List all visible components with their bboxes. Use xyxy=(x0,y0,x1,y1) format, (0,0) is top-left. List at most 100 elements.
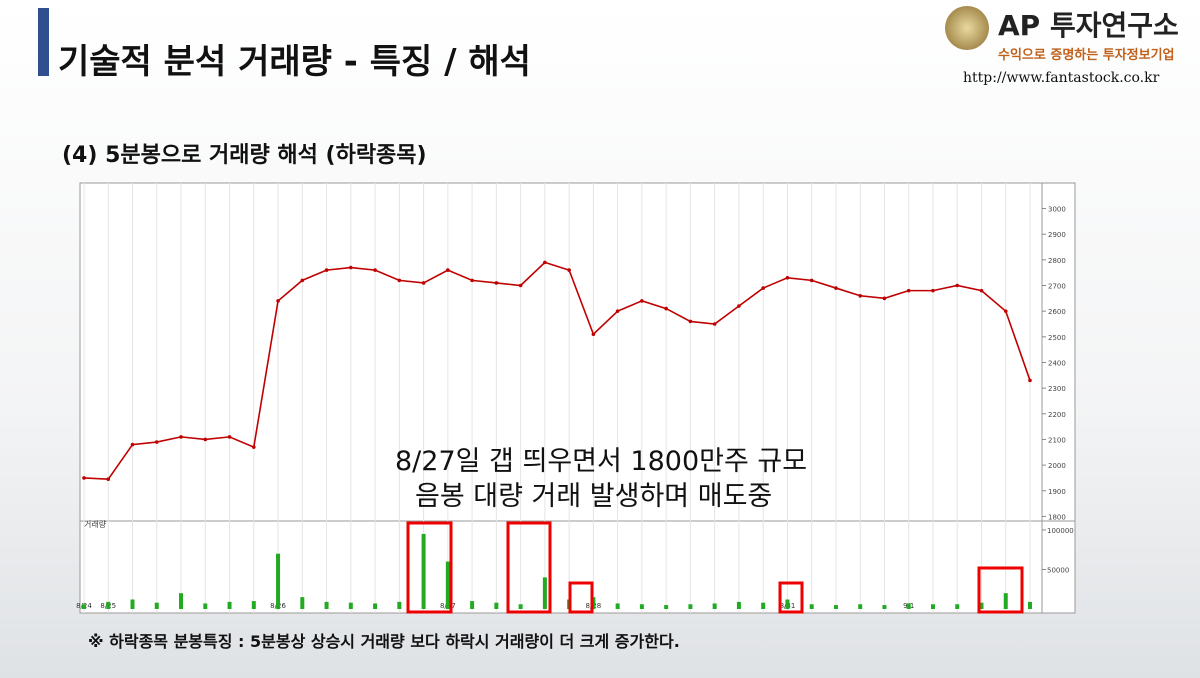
volume-bar xyxy=(615,603,620,609)
y-tick-label: 1800 xyxy=(1048,513,1066,521)
volume-bar xyxy=(906,603,911,609)
price-point xyxy=(737,304,741,308)
price-point xyxy=(154,440,159,444)
highlight-box xyxy=(778,581,804,614)
volume-bar xyxy=(251,601,256,609)
volume-bar xyxy=(130,599,135,609)
price-point xyxy=(858,293,863,298)
volume-bar xyxy=(858,604,863,609)
volume-bar xyxy=(227,601,232,609)
price-point xyxy=(349,265,353,270)
volume-bar xyxy=(203,603,208,609)
price-point xyxy=(567,268,571,272)
price-point xyxy=(300,278,305,283)
volume-bar xyxy=(785,599,790,609)
subtitle: (4) 5분봉으로 거래량 해석 (하락종목) xyxy=(62,143,427,168)
url: http://www.fantastock.co.kr xyxy=(963,70,1160,86)
price-point xyxy=(130,442,135,447)
y-tick-label: 3000 xyxy=(1048,206,1066,214)
price-point xyxy=(809,278,814,283)
price-point xyxy=(324,268,329,272)
volume-bar xyxy=(421,533,426,609)
volume-bar xyxy=(154,602,159,609)
price-point xyxy=(82,476,86,480)
volume-bar xyxy=(1003,593,1008,609)
y-tick-label: 2100 xyxy=(1048,436,1066,444)
volume-bar xyxy=(106,601,111,609)
price-point xyxy=(1003,309,1008,313)
footnote: ※ 하락종목 분봉특징 : 5분봉상 상승시 거래량 보다 하락시 거래량이 더… xyxy=(88,632,680,651)
price-point xyxy=(615,309,620,313)
price-point xyxy=(494,281,499,285)
volume-bar xyxy=(300,597,305,609)
highlight-boxes xyxy=(406,521,1024,614)
highlight-box xyxy=(406,521,453,614)
y-tick-label: 2400 xyxy=(1048,359,1066,367)
volume-bar xyxy=(397,601,402,609)
price-point xyxy=(834,286,838,290)
price-point xyxy=(785,276,790,280)
volume-bar xyxy=(373,603,378,609)
volume-bar xyxy=(494,602,499,609)
price-point xyxy=(106,477,111,482)
y-tick-label: 2600 xyxy=(1048,308,1066,316)
y-tick-label: 2000 xyxy=(1048,462,1066,470)
price-point xyxy=(761,286,765,290)
price-point xyxy=(543,260,547,265)
y-tick-label: 2800 xyxy=(1048,257,1066,265)
price-point xyxy=(227,435,232,439)
price-point xyxy=(979,288,984,293)
title-bar xyxy=(38,8,49,76)
volume-bar xyxy=(979,602,984,609)
price-point xyxy=(882,296,887,301)
price-point xyxy=(1028,378,1032,383)
price-point xyxy=(421,281,426,285)
logo-emblem xyxy=(945,6,989,50)
volume-bar xyxy=(809,604,814,609)
price-point xyxy=(955,283,960,288)
y-tick-label: 2700 xyxy=(1048,283,1066,291)
volume-bar xyxy=(736,601,741,609)
volume-bar xyxy=(470,601,475,609)
price-line xyxy=(83,261,1031,481)
price-point xyxy=(906,288,911,293)
volume-bar xyxy=(833,605,838,609)
price-point xyxy=(251,445,256,449)
price-point xyxy=(203,437,208,442)
volume-bar xyxy=(664,605,669,609)
y-tick-label: 2300 xyxy=(1048,385,1066,393)
volume-bar xyxy=(348,602,353,609)
y-tick-label: 2500 xyxy=(1048,334,1066,342)
price-point xyxy=(688,319,693,324)
volume-bar xyxy=(712,603,717,609)
volume-bar xyxy=(688,604,693,609)
price-point xyxy=(712,322,717,326)
volume-label: 거래량 xyxy=(84,519,107,529)
volume-bar xyxy=(276,553,281,609)
price-point xyxy=(470,278,474,283)
highlight-box xyxy=(506,521,552,614)
volume-bar xyxy=(82,604,86,609)
y-tick-label: 2200 xyxy=(1048,411,1066,419)
annotation: 8/27일 갭 띄우면서 1800만주 규모 xyxy=(395,446,807,477)
logo: AP 투자연구소 xyxy=(998,9,1179,42)
price-point xyxy=(640,299,644,303)
volume-bar xyxy=(542,577,547,609)
price-point xyxy=(446,268,450,272)
highlight-box xyxy=(568,581,594,614)
volume-bar xyxy=(445,561,450,609)
y-tick-label: 2900 xyxy=(1048,231,1066,239)
volume-bar xyxy=(930,604,935,609)
volume-bar xyxy=(518,604,523,609)
volume-bar xyxy=(639,604,644,609)
volume-bar xyxy=(955,604,960,609)
price-point xyxy=(276,299,280,303)
price-point xyxy=(397,278,402,283)
price-point xyxy=(179,435,183,439)
volume-bar xyxy=(761,602,766,609)
price-point xyxy=(591,332,596,337)
y2-tick-label: 50000 xyxy=(1047,566,1069,574)
annotation: 음봉 대량 거래 발생하며 매도중 xyxy=(415,481,772,512)
price-point xyxy=(518,283,523,288)
